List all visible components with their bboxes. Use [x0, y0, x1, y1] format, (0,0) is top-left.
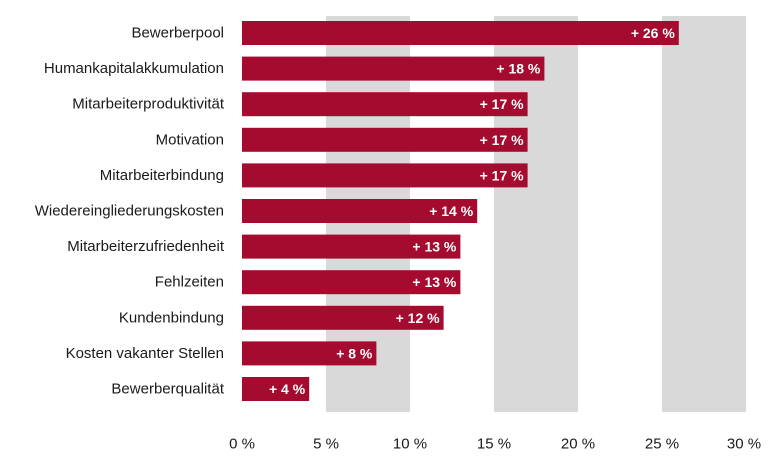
category-labels: Bewerberpool Humankapitalakkumulation Mita… — [35, 25, 225, 398]
x-tick-label: 10 % — [393, 436, 427, 453]
bar — [242, 377, 310, 401]
background-bands — [326, 16, 746, 412]
x-tick-label: 25 % — [645, 436, 679, 453]
category-label: Kosten vakanter Stellen — [66, 345, 224, 362]
background-band — [662, 16, 746, 412]
x-tick-label: 0 % — [229, 436, 255, 453]
data-label: + 4 % — [269, 381, 306, 397]
category-label: Wiedereingliederungskosten — [35, 203, 224, 220]
x-tick-label: 20 % — [561, 436, 595, 453]
background-band — [494, 16, 578, 412]
data-label: + 17 % — [480, 96, 525, 112]
data-label: + 17 % — [480, 167, 525, 183]
data-label: + 17 % — [480, 132, 525, 148]
bar — [242, 341, 377, 366]
value-labels: + 26 % + 18 % + 17 % + 17 % + 17 % + 14 % + 13… — [269, 25, 675, 397]
bar — [242, 305, 444, 330]
category-label: Mitarbeiterproduktivität — [72, 96, 225, 113]
category-label: Bewerberpool — [131, 25, 224, 42]
x-tick-label: 30 % — [727, 436, 761, 453]
x-tick-label: 15 % — [477, 436, 511, 453]
bar — [242, 163, 528, 188]
category-label: Fehlzeiten — [155, 274, 224, 291]
data-label: + 18 % — [496, 61, 541, 77]
data-label: + 14 % — [429, 203, 474, 219]
x-axis-ticks: 0 % 5 % 10 % 15 % 20 % 25 % 30 % — [229, 436, 761, 453]
category-label: Mitarbeiterbindung — [100, 167, 224, 184]
bars-group — [242, 21, 679, 401]
category-label: Bewerberqualität — [111, 381, 224, 398]
bar — [242, 92, 528, 117]
category-label: Kundenbindung — [119, 309, 224, 326]
data-label: + 13 % — [412, 239, 457, 255]
data-label: + 26 % — [631, 25, 676, 41]
bar — [242, 199, 478, 223]
x-tick-label: 5 % — [313, 436, 339, 453]
data-label: + 12 % — [396, 310, 441, 326]
bar — [242, 127, 528, 152]
category-label: Mitarbeiterzufriedenheit — [67, 238, 225, 255]
category-label: Motivation — [156, 131, 224, 148]
category-label: Humankapitalakkumulation — [44, 60, 224, 77]
bar — [242, 234, 461, 259]
data-label: + 8 % — [336, 345, 373, 361]
bar — [242, 270, 461, 295]
data-label: + 13 % — [412, 274, 457, 290]
bar — [242, 56, 545, 81]
bar — [242, 21, 679, 45]
